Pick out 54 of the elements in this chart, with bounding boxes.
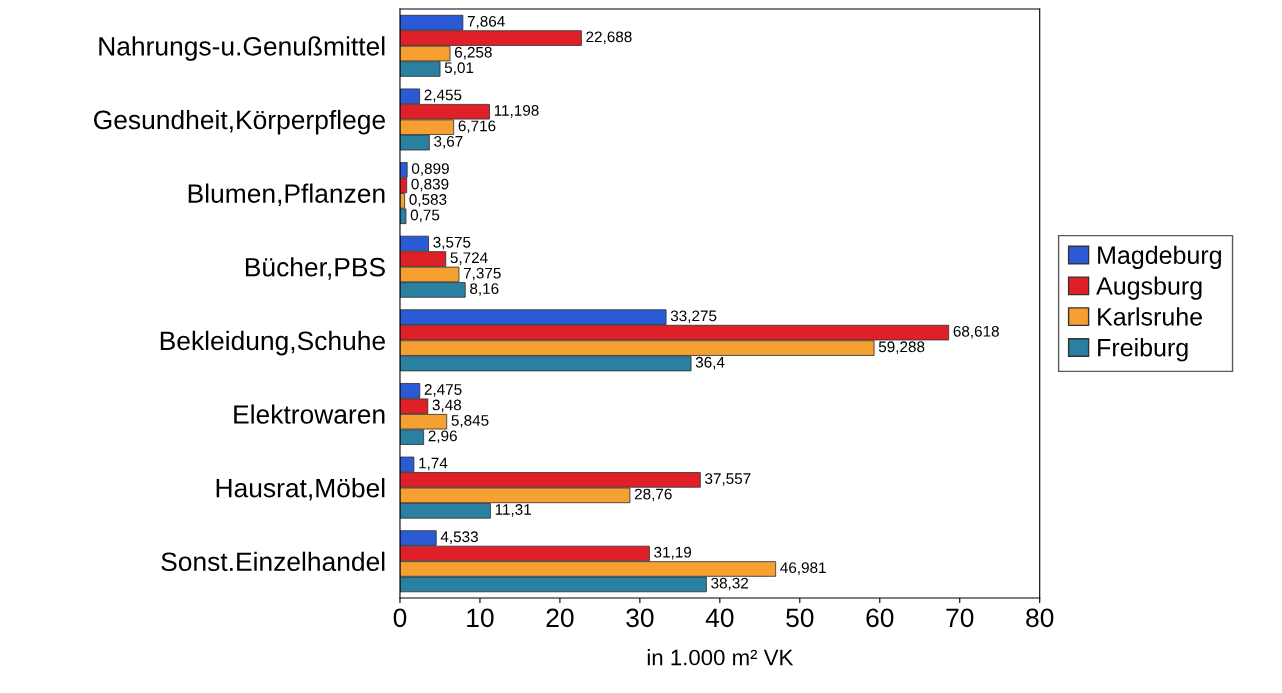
data-label: 3,575 [433,236,471,250]
data-label: 11,198 [494,105,539,118]
y-tick-label: Bekleidung,Schuhe [160,330,385,356]
data-label: 3,67 [434,135,463,149]
x-tick-label: 80 [1026,608,1054,628]
data-label: 5,845 [451,414,489,428]
data-label: 59,288 [878,341,925,354]
data-label: 28,76 [634,488,672,502]
legend-label: Karlsruhe [1098,307,1202,326]
y-tick-label: Bücher,PBS [245,257,385,280]
x-tick-label: 40 [705,608,734,628]
y-tick-label: Blumen,Pflanzen [188,183,385,207]
data-label: 38,32 [711,577,749,591]
x-tick-label: 20 [546,608,574,628]
data-label: 6,716 [458,120,496,134]
y-tick-label: Hausrat,Möbel [216,478,385,501]
data-label: 22,688 [586,31,632,44]
data-label: 5,01 [444,62,474,75]
data-label: 11,31 [495,504,531,517]
legend-label: Magdeburg [1098,245,1221,269]
data-label: 1,74 [419,457,448,471]
data-label: 0,899 [411,163,449,176]
data-label: 8,16 [470,283,499,296]
data-label: 6,258 [454,46,492,60]
data-label: 36,4 [695,356,725,370]
data-label: 5,724 [450,252,488,265]
data-label: 7,864 [467,15,505,29]
data-label: 2,475 [424,384,462,397]
legend-label: Freiburg [1098,338,1188,362]
data-label: 0,583 [409,194,447,207]
y-tick-label: Gesundheit,Körperpflege [94,109,385,135]
data-label: 46,981 [780,562,826,575]
data-label: 3,48 [432,399,462,413]
y-tick-label: Nahrungs-u.Genußmittel [99,36,385,61]
data-label: 0,75 [410,209,440,223]
legend-label: Augsburg [1096,276,1202,300]
data-label: 37,557 [705,473,751,486]
data-label: 7,375 [463,267,501,281]
data-label: 33,275 [670,310,717,324]
x-tick-label: 10 [467,608,494,628]
x-tick-label: 70 [946,608,974,628]
data-label: 4,533 [440,531,478,544]
x-tick-label: 60 [866,608,894,628]
data-label: 68,618 [953,325,999,339]
x-tick-label: 0 [393,608,407,628]
y-tick-label: Elektrowaren [234,404,385,424]
x-tick-label: 30 [626,608,654,628]
data-label: 0,839 [411,178,449,192]
data-label: 2,96 [428,430,457,444]
data-label: 2,455 [424,89,462,103]
y-tick-label: Sonst.Einzelhandel [161,551,385,572]
data-label: 31,19 [654,546,692,560]
x-tick-label: 50 [786,608,814,628]
x-axis-title: in 1.000 m² VK [647,649,794,666]
